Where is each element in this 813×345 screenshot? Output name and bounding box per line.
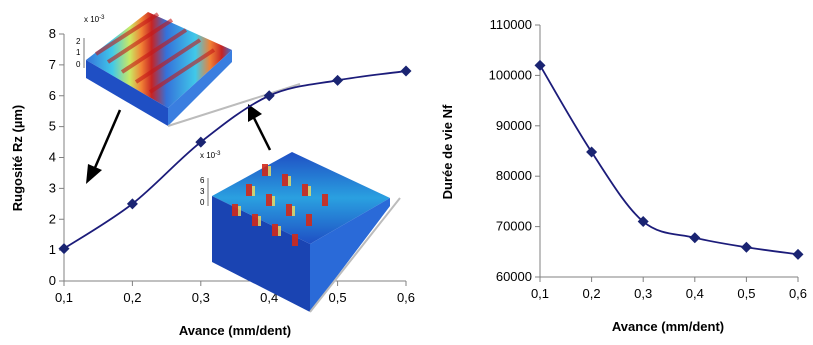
right-x-tick-label: 0,4 bbox=[686, 286, 704, 301]
right-x-tick-label: 0,5 bbox=[737, 286, 755, 301]
inset-top-ztick-2: 2 bbox=[76, 37, 81, 46]
svg-text:x 10-3: x 10-3 bbox=[200, 151, 221, 160]
left-x-tick-label: 0,3 bbox=[192, 290, 210, 305]
inset-top-scale-label: x 10 bbox=[84, 15, 100, 24]
right-x-tick-label: 0,6 bbox=[789, 286, 807, 301]
left-data-point bbox=[332, 74, 344, 86]
right-data-point bbox=[637, 216, 649, 228]
left-x-tick-label: 0,6 bbox=[397, 290, 415, 305]
inset-bottom-scale-exp: -3 bbox=[215, 151, 221, 157]
left-y-tick-label: 1 bbox=[49, 242, 56, 257]
right-series-points bbox=[534, 59, 804, 260]
left-data-point bbox=[400, 65, 412, 77]
roughness-surface-inset-top: 2 1 0 x 10-3 bbox=[76, 12, 301, 127]
right-y-ticks: 60000 70000 80000 90000 100000 110000 bbox=[489, 17, 540, 284]
left-data-point bbox=[195, 136, 207, 148]
left-y-tick-label: 4 bbox=[49, 150, 56, 165]
right-x-ticks: 0,1 0,2 0,3 0,4 0,5 0,6 bbox=[531, 277, 807, 301]
left-data-point bbox=[263, 90, 275, 102]
left-y-tick-label: 7 bbox=[49, 57, 56, 72]
annotation-arrow-up bbox=[248, 104, 272, 151]
right-data-point bbox=[740, 241, 752, 253]
left-data-point bbox=[58, 243, 70, 255]
inset-bottom-ztick-6: 6 bbox=[200, 176, 205, 185]
left-series-points bbox=[58, 65, 412, 255]
right-x-axis-title: Avance (mm/dent) bbox=[612, 319, 724, 334]
inset-top-ztick-1: 1 bbox=[76, 48, 81, 57]
inset-top-ztick-0: 0 bbox=[76, 60, 81, 69]
left-x-tick-label: 0,4 bbox=[260, 290, 278, 305]
inset-bottom-ztick-0: 0 bbox=[200, 198, 205, 207]
left-x-tick-label: 0,1 bbox=[55, 290, 73, 305]
inset-top-scale-exp: -3 bbox=[99, 15, 105, 21]
left-y-tick-label: 8 bbox=[49, 26, 56, 41]
left-y-tick-label: 3 bbox=[49, 180, 56, 195]
svg-text:x 10-3: x 10-3 bbox=[84, 15, 105, 24]
right-data-point bbox=[689, 232, 701, 244]
roughness-surface-inset-bottom: 6 3 0 x 10-3 bbox=[200, 151, 401, 313]
left-y-ticks: 0 1 2 3 4 5 6 7 8 bbox=[49, 26, 64, 288]
left-y-tick-label: 2 bbox=[49, 211, 56, 226]
left-y-tick-label: 6 bbox=[49, 88, 56, 103]
right-y-tick-label: 70000 bbox=[496, 219, 532, 234]
left-y-axis-title: Rugosité Rz (µm) bbox=[10, 105, 25, 211]
right-y-tick-label: 100000 bbox=[489, 67, 532, 82]
left-x-tick-label: 0,2 bbox=[123, 290, 141, 305]
right-y-axis-title: Durée de vie Nf bbox=[440, 104, 455, 199]
left-x-axis-title: Avance (mm/dent) bbox=[179, 323, 291, 338]
left-x-ticks: 0,1 0,2 0,3 0,4 0,5 0,6 bbox=[55, 281, 415, 305]
right-data-point bbox=[792, 248, 804, 260]
inset-bottom-ztick-3: 3 bbox=[200, 187, 205, 196]
right-y-tick-label: 60000 bbox=[496, 269, 532, 284]
annotation-arrow-down bbox=[86, 109, 122, 184]
right-y-tick-label: 110000 bbox=[490, 17, 532, 32]
left-data-point bbox=[126, 198, 138, 210]
left-y-tick-label: 0 bbox=[49, 273, 56, 288]
right-data-point bbox=[534, 59, 546, 71]
inset-bottom-scale-label: x 10 bbox=[200, 151, 216, 160]
right-x-tick-label: 0,2 bbox=[583, 286, 601, 301]
right-plot-area bbox=[540, 25, 798, 277]
right-data-point bbox=[586, 146, 598, 158]
right-y-tick-label: 80000 bbox=[496, 168, 532, 183]
right-x-tick-label: 0,3 bbox=[634, 286, 652, 301]
right-y-tick-label: 90000 bbox=[496, 118, 532, 133]
left-y-tick-label: 5 bbox=[49, 119, 56, 134]
left-x-tick-label: 0,5 bbox=[329, 290, 347, 305]
right-x-tick-label: 0,1 bbox=[531, 286, 549, 301]
